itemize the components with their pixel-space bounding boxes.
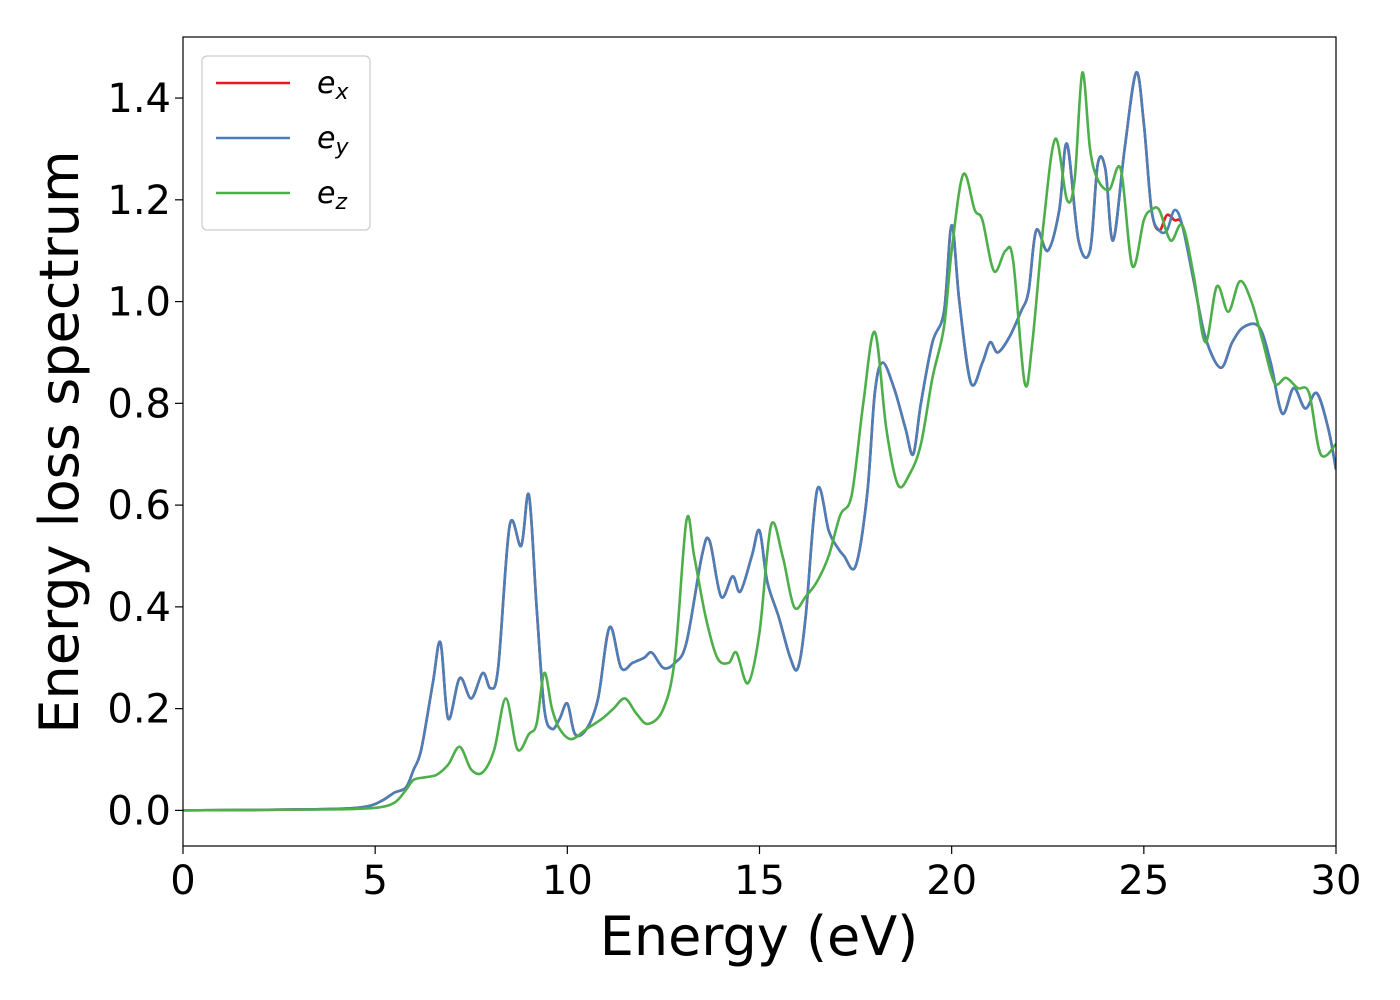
legend-label-e-y: ey (317, 121, 349, 160)
series-layer (183, 71, 1336, 812)
y-tick-label: 0.0 (107, 788, 171, 834)
x-tick-label: 10 (542, 858, 593, 904)
y-tick-label: 0.2 (107, 687, 171, 733)
x-tick-label: 30 (1311, 858, 1362, 904)
y-tick-label: 0.4 (107, 585, 171, 631)
x-tick-label: 5 (362, 858, 387, 904)
tick-layer: 0 5 10 15 20 25 30 0.0 0.2 0.4 0.6 0.8 1.0 1.2 1.4 (107, 76, 1361, 904)
y-tick-label: 0.6 (107, 483, 171, 529)
y-tick-label: 1.0 (107, 280, 171, 326)
x-tick-label: 20 (926, 858, 977, 904)
series-line-e-y (183, 71, 1336, 812)
y-tick-label: 1.2 (107, 178, 171, 224)
legend-box (201, 55, 371, 231)
y-axis-label: Energy loss spectrum (28, 150, 91, 733)
y-tick-label: 1.4 (107, 76, 171, 122)
x-tick-label: 25 (1118, 858, 1169, 904)
legend-label-e-x: ex (317, 66, 349, 105)
x-tick-label: 0 (170, 858, 195, 904)
series-line-e-z (183, 71, 1336, 812)
y-tick-label: 0.8 (107, 381, 171, 427)
x-axis-label: Energy (eV) (600, 905, 919, 968)
x-tick-label: 15 (734, 858, 785, 904)
